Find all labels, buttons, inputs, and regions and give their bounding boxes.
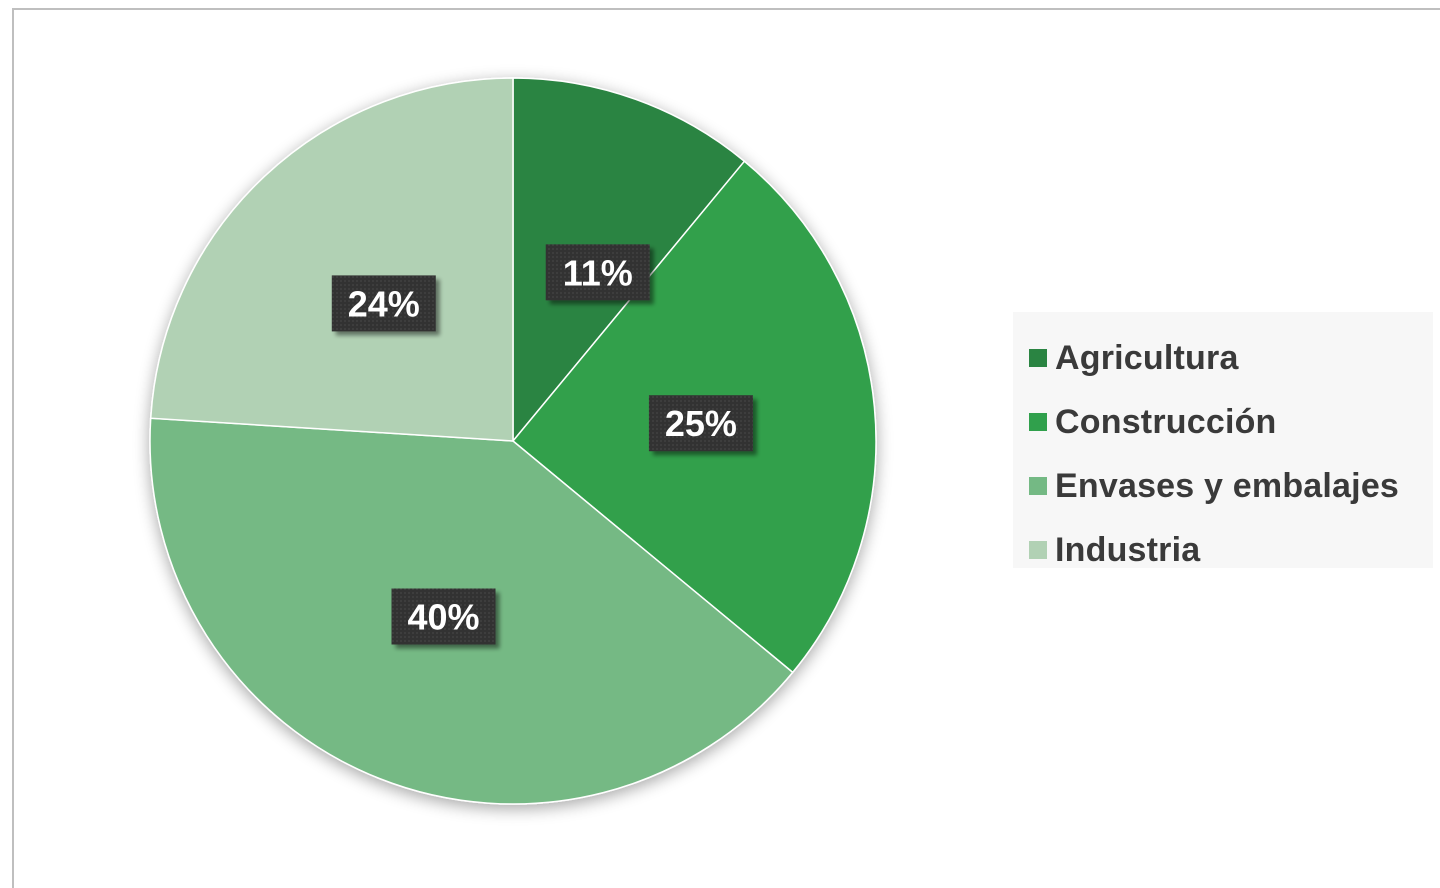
pie-slice-industria[interactable] [149,77,514,442]
data-label-text: 40% [407,597,479,638]
legend-item-envases-y-embalajes[interactable]: Envases y embalajes [1013,454,1433,518]
legend-label: Envases y embalajes [1055,466,1400,505]
legend-item-construccion[interactable]: Construcción [1013,390,1433,454]
data-label-box [391,588,496,645]
data-label-text: 24% [348,283,420,324]
data-label-box [648,395,753,452]
pie-chart: 11% 25% 40% 24% [149,77,877,805]
legend-swatch [1029,413,1047,431]
legend-swatch [1029,541,1047,559]
data-label-text: 11% [563,252,633,293]
data-label-text: 25% [665,403,737,444]
data-label-box [545,244,650,301]
data-label-box [331,275,436,332]
legend-label: Construcción [1055,402,1277,441]
legend-label: Agricultura [1055,338,1239,377]
legend-swatch [1029,477,1047,495]
legend-swatch [1029,349,1047,367]
legend: Agricultura Construcción Envases y embal… [1013,312,1433,569]
legend-item-agricultura[interactable]: Agricultura [1013,326,1433,390]
data-label: 24% [331,275,436,332]
data-label: 25% [648,395,753,452]
legend-label: Industria [1055,530,1201,569]
legend-item-industria[interactable]: Industria [1013,518,1433,582]
data-label: 11% [545,244,650,301]
data-label: 40% [391,588,496,645]
